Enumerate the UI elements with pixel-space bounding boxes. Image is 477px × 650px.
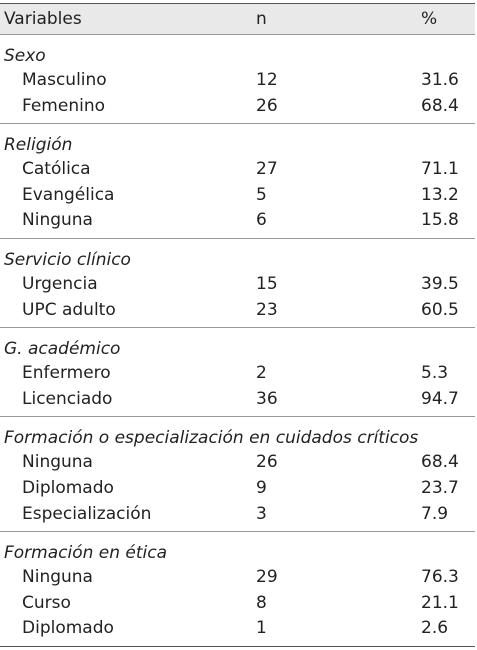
row-n-value: 29	[256, 567, 278, 588]
table-row: UPC adulto 23 60.5	[0, 298, 475, 324]
row-percent-value: 2.6	[421, 618, 449, 639]
table-row: Licenciado 36 94.7	[0, 387, 475, 413]
table-section: G. académico Enfermero 2 5.3 Licenciado 36 94.…	[0, 328, 475, 418]
table-row: Ninguna 6 15.8	[0, 208, 475, 234]
table-row: Ninguna 29 76.3	[0, 565, 475, 591]
row-label: Licenciado	[22, 388, 113, 409]
row-label: Ninguna	[22, 210, 93, 231]
table-header: Variables n %	[0, 4, 475, 35]
section-title: Sexo	[4, 46, 46, 66]
row-label: Femenino	[22, 95, 105, 116]
row-n-value: 26	[256, 95, 278, 116]
header-n: n	[256, 9, 267, 29]
row-n-value: 36	[256, 388, 278, 409]
row-n-value: 1	[256, 618, 267, 639]
row-percent-value: 21.1	[421, 592, 459, 613]
section-title: Religión	[4, 135, 73, 156]
row-label: Masculino	[22, 70, 107, 90]
row-percent-value: 71.1	[421, 159, 459, 180]
row-n-value: 3	[256, 503, 267, 524]
row-percent-value: 39.5	[421, 273, 459, 294]
section-title: Formación o especialización en cuidados …	[4, 428, 419, 449]
row-label: Católica	[22, 159, 91, 180]
row-percent-value: 13.2	[421, 184, 459, 205]
table-section: Formación o especialización en cuidados …	[0, 417, 475, 533]
section-title: G. académico	[4, 339, 121, 360]
row-label: UPC adulto	[22, 299, 116, 320]
row-n-value: 12	[256, 70, 278, 90]
row-percent-value: 68.4	[421, 452, 459, 473]
row-n-value: 27	[256, 159, 278, 180]
row-n-value: 15	[256, 273, 278, 294]
row-percent-value: 68.4	[421, 95, 459, 116]
table-row: Masculino 12 31.6	[0, 68, 475, 94]
header-percent: %	[421, 9, 438, 29]
row-percent-value: 7.9	[421, 503, 449, 524]
row-n-value: 6	[256, 210, 267, 231]
row-percent-value: 5.3	[421, 363, 449, 384]
row-percent-value: 94.7	[421, 388, 459, 409]
row-label: Especialización	[22, 503, 152, 524]
table-row: Femenino 26 68.4	[0, 94, 475, 120]
row-label: Ninguna	[22, 567, 93, 588]
table-row: Curso 8 21.1	[0, 591, 475, 617]
table-section: Formación en ética Ninguna 29 76.3 Curso 8 21.…	[0, 532, 475, 646]
section-title: Formación en ética	[4, 543, 168, 564]
row-percent-value: 76.3	[421, 567, 459, 588]
row-n-value: 8	[256, 592, 267, 613]
table-row: Urgencia 15 39.5	[0, 272, 475, 298]
table-row: Diplomado 1 2.6	[0, 616, 475, 642]
section-title: Servicio clínico	[4, 249, 131, 270]
table-section: Sexo Masculino 12 31.6 Femenino 26 68.4	[0, 35, 475, 125]
header-variables: Variables	[4, 9, 82, 29]
row-n-value: 26	[256, 452, 278, 473]
table-row: Diplomado 9 23.7	[0, 476, 475, 502]
row-label: Curso	[22, 592, 71, 613]
row-percent-value: 31.6	[421, 70, 459, 90]
row-percent-value: 15.8	[421, 210, 459, 231]
row-label: Enfermero	[22, 363, 111, 384]
row-label: Urgencia	[22, 273, 98, 294]
row-n-value: 9	[256, 477, 267, 498]
table-row: Católica 27 71.1	[0, 157, 475, 183]
table-body: Sexo Masculino 12 31.6 Femenino 26 68.4 Religió…	[0, 35, 475, 646]
table-row: Especialización 3 7.9	[0, 502, 475, 528]
row-percent-value: 23.7	[421, 477, 459, 498]
row-n-value: 2	[256, 363, 267, 384]
data-table: Variables n % Sexo Masculino 12 31.6 Femenin…	[0, 3, 475, 647]
row-label: Ninguna	[22, 452, 93, 473]
row-percent-value: 60.5	[421, 299, 459, 320]
table-row: Enfermero 2 5.3	[0, 361, 475, 387]
row-label: Diplomado	[22, 618, 114, 639]
row-label: Diplomado	[22, 477, 114, 498]
row-n-value: 5	[256, 184, 267, 205]
table-row: Evangélica 5 13.2	[0, 183, 475, 209]
row-n-value: 23	[256, 299, 278, 320]
table-section: Servicio clínico Urgencia 15 39.5 UPC adulto…	[0, 239, 475, 329]
table-row: Ninguna 26 68.4	[0, 450, 475, 476]
table-section: Religión Católica 27 71.1 Evangélica 5 13.2 Nin…	[0, 124, 475, 239]
row-label: Evangélica	[22, 184, 115, 205]
